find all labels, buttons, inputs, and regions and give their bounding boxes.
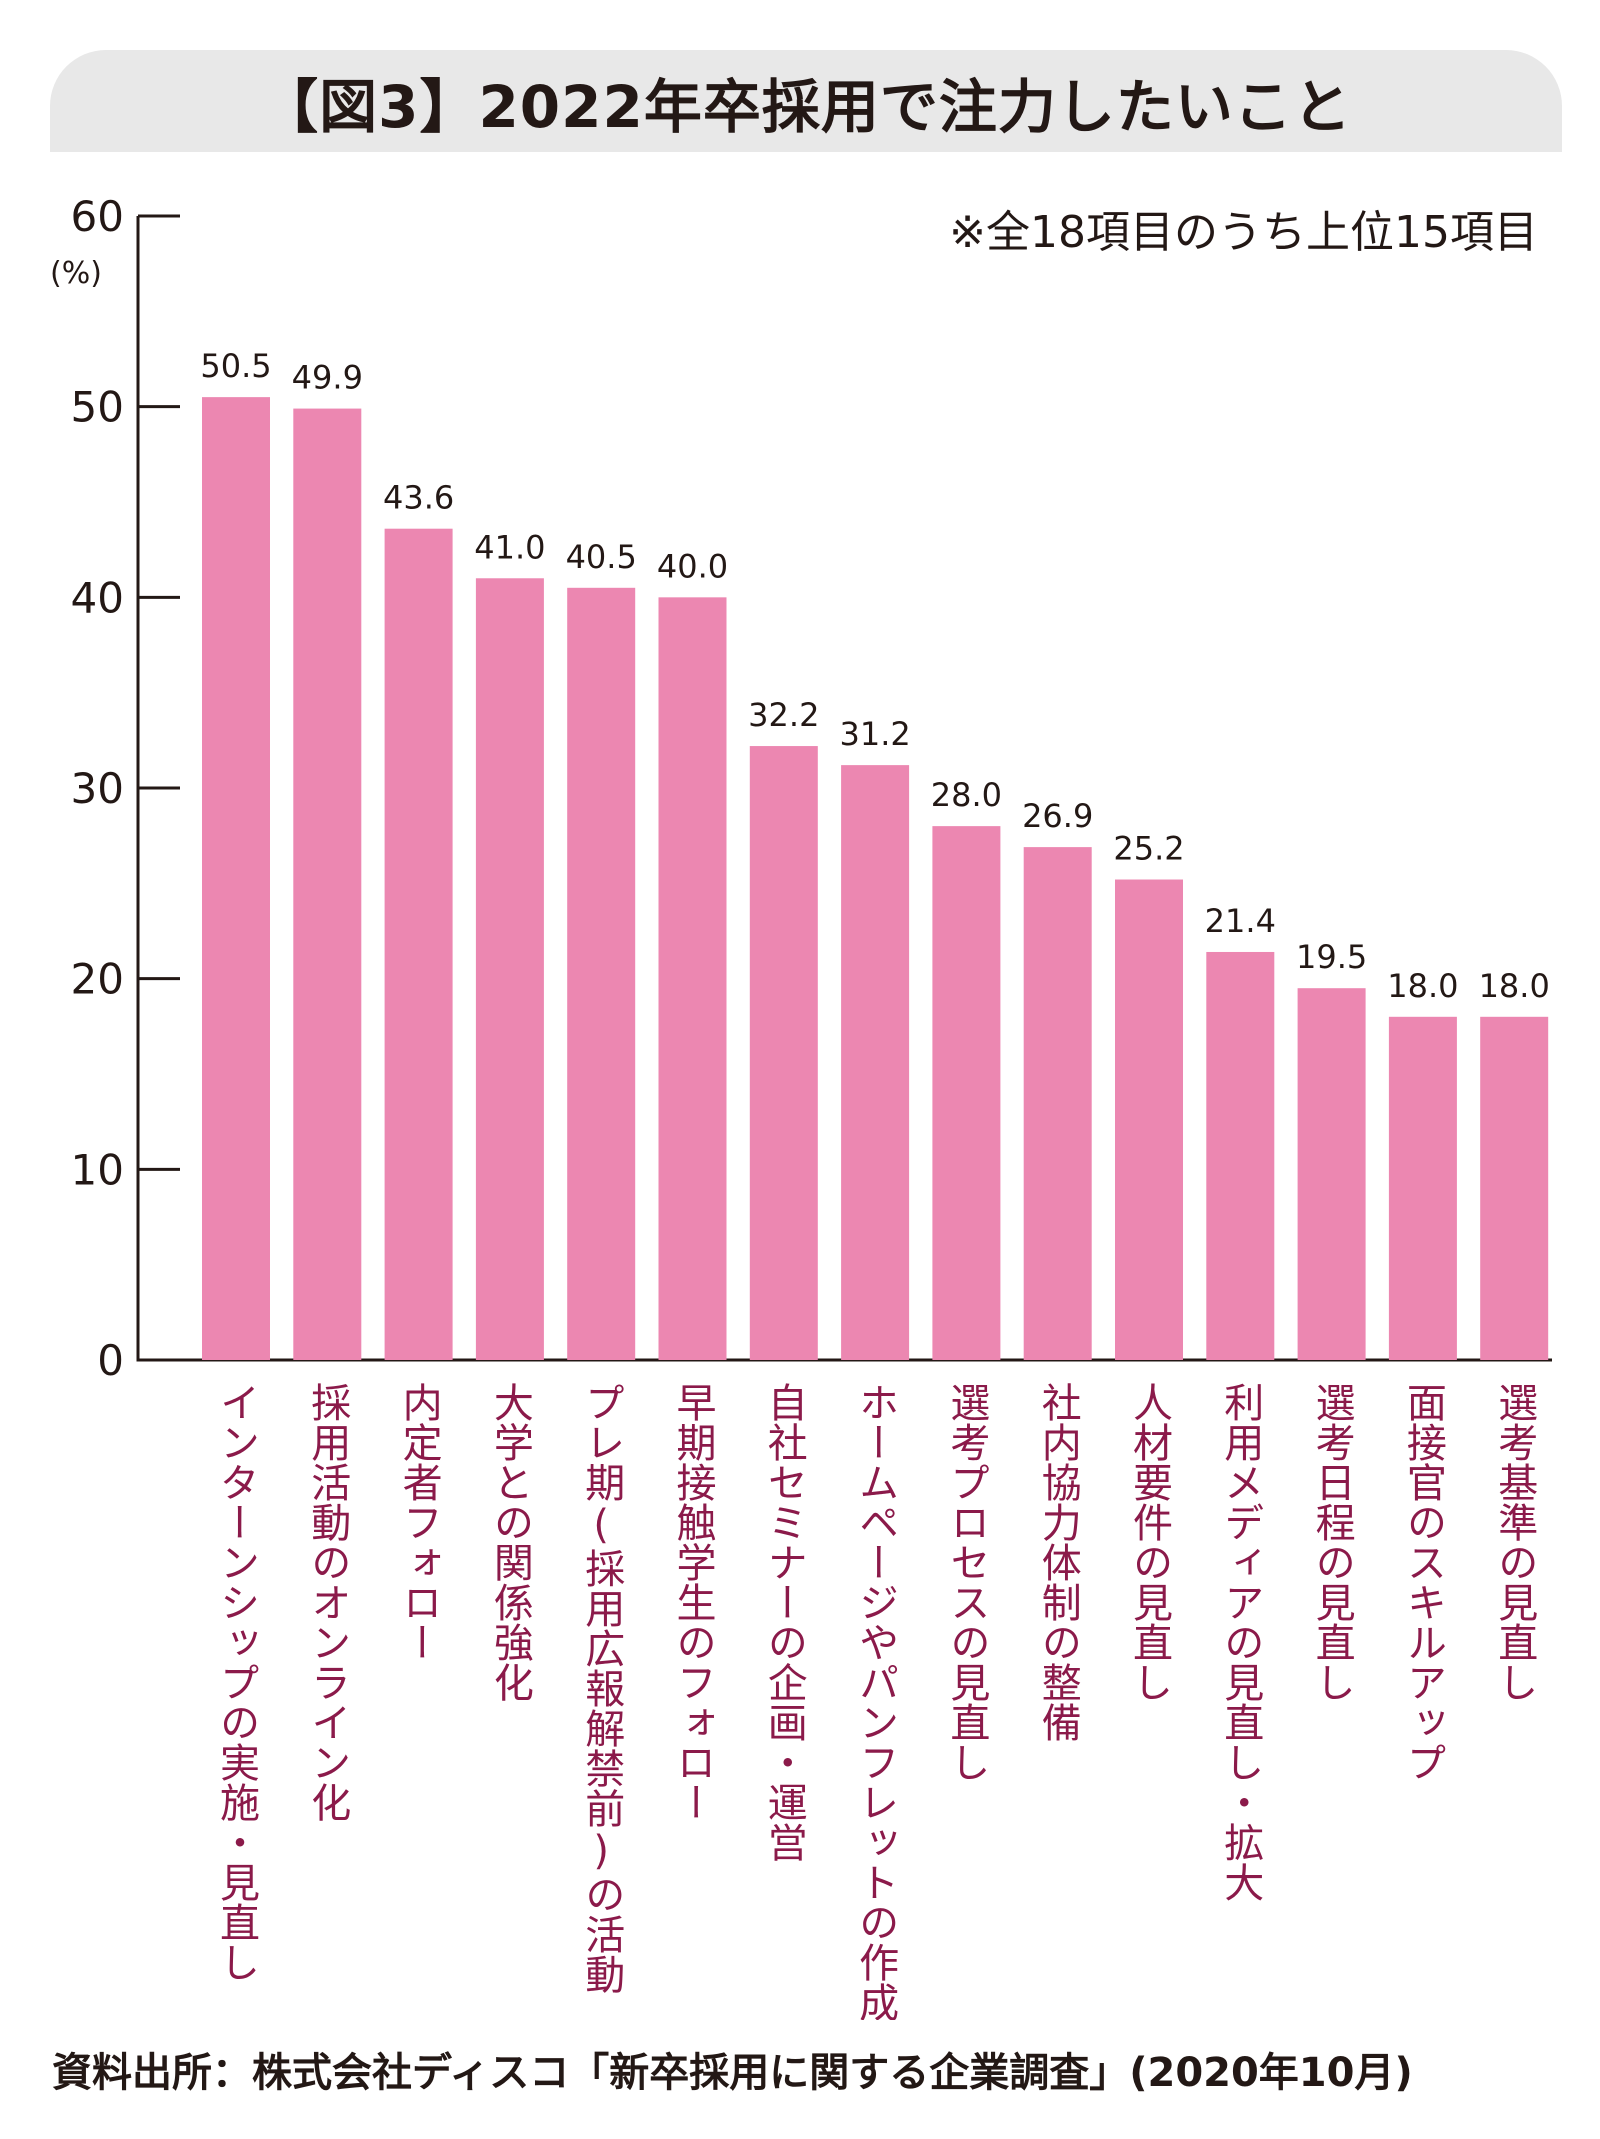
bar xyxy=(1388,1016,1457,1360)
data-label: 18.0 xyxy=(1387,967,1458,1005)
bar xyxy=(293,408,362,1360)
bar xyxy=(1206,951,1275,1360)
bar xyxy=(567,587,636,1360)
y-axis-unit: (%) xyxy=(50,256,102,291)
bar-layer xyxy=(202,397,1549,1361)
category-label: 利用メディアの見直し・拡大 xyxy=(1217,1382,1263,1902)
bar xyxy=(1297,988,1366,1360)
bar xyxy=(749,746,818,1360)
chart-title: 【図3】2022年卒採用で注力したいこと xyxy=(260,73,1352,141)
y-tick-label: 20 xyxy=(71,955,124,1004)
data-label-layer: 50.5 49.9 43.6 41.0 40.5 40.0 32.2 31.2 28.0 26.9… xyxy=(200,347,1549,1005)
category-label: 内定者フォロー xyxy=(396,1382,442,1662)
category-label: 早期接触学生のフォロー xyxy=(670,1382,716,1822)
data-label: 28.0 xyxy=(931,776,1002,814)
category-label: 選考日程の見直し xyxy=(1309,1382,1355,1702)
y-tick-label: 60 xyxy=(71,192,124,241)
data-label: 19.5 xyxy=(1296,938,1367,976)
data-label: 26.9 xyxy=(1022,797,1093,835)
data-label: 21.4 xyxy=(1205,902,1276,940)
y-tick-label: 40 xyxy=(71,573,124,622)
data-label: 31.2 xyxy=(839,715,910,753)
category-label: 社内協力体制の整備 xyxy=(1035,1382,1081,1742)
category-label: 人材要件の見直し xyxy=(1126,1382,1172,1702)
bar xyxy=(658,597,727,1360)
y-tick-label: 0 xyxy=(97,1336,124,1385)
bar xyxy=(1115,879,1183,1360)
category-label: 選考プロセスの見直し xyxy=(943,1382,989,1782)
category-label: 自社セミナーの企画・運営 xyxy=(761,1382,807,1862)
category-label: 大学との関係強化 xyxy=(487,1382,533,1702)
data-label: 32.2 xyxy=(748,696,819,734)
y-tick-label: 50 xyxy=(71,383,124,432)
category-label: インターンシップの実施・見直し xyxy=(213,1382,259,1982)
data-label: 25.2 xyxy=(1113,830,1184,868)
bar xyxy=(932,826,1001,1360)
data-label: 41.0 xyxy=(474,528,545,566)
bar xyxy=(841,765,910,1360)
source-note: 資料出所：株式会社ディスコ「新卒採用に関する企業調査」(2020年10月) xyxy=(52,2050,1413,2096)
bar-chart: 0 10 20 30 40 50 60 50.5 49.9 43.6 41.0 40.5 40.0 32… xyxy=(71,192,1552,2020)
category-label-layer: インターンシップの実施・見直し 採用活動のオンライン化 内定者フォロー 大学との関係強… xyxy=(213,1382,1537,2020)
chart-note: ※全18項目のうち上位15項目 xyxy=(949,207,1538,258)
category-label: 採用活動のオンライン化 xyxy=(304,1382,350,1822)
data-label: 40.0 xyxy=(657,547,728,585)
bar xyxy=(202,397,270,1361)
bar xyxy=(1023,847,1092,1360)
category-label: ホームページやパンフレットの作成 xyxy=(852,1382,898,2020)
data-label: 50.5 xyxy=(200,347,271,385)
data-label: 40.5 xyxy=(566,538,637,576)
bar xyxy=(1480,1016,1549,1360)
category-label: プレ期(採用広報解禁前)の活動 xyxy=(578,1382,624,1994)
data-label: 49.9 xyxy=(292,359,363,397)
chart-title-bar: 【図3】2022年卒採用で注力したいこと xyxy=(50,50,1562,152)
category-label: 選考基準の見直し xyxy=(1491,1382,1537,1702)
data-label: 43.6 xyxy=(383,479,454,517)
y-tick-label: 10 xyxy=(71,1145,124,1194)
y-tick-label: 30 xyxy=(71,764,124,813)
category-label: 面接官のスキルアップ xyxy=(1400,1382,1446,1782)
data-label: 18.0 xyxy=(1479,967,1550,1005)
bar xyxy=(475,578,544,1360)
bar xyxy=(384,528,453,1360)
